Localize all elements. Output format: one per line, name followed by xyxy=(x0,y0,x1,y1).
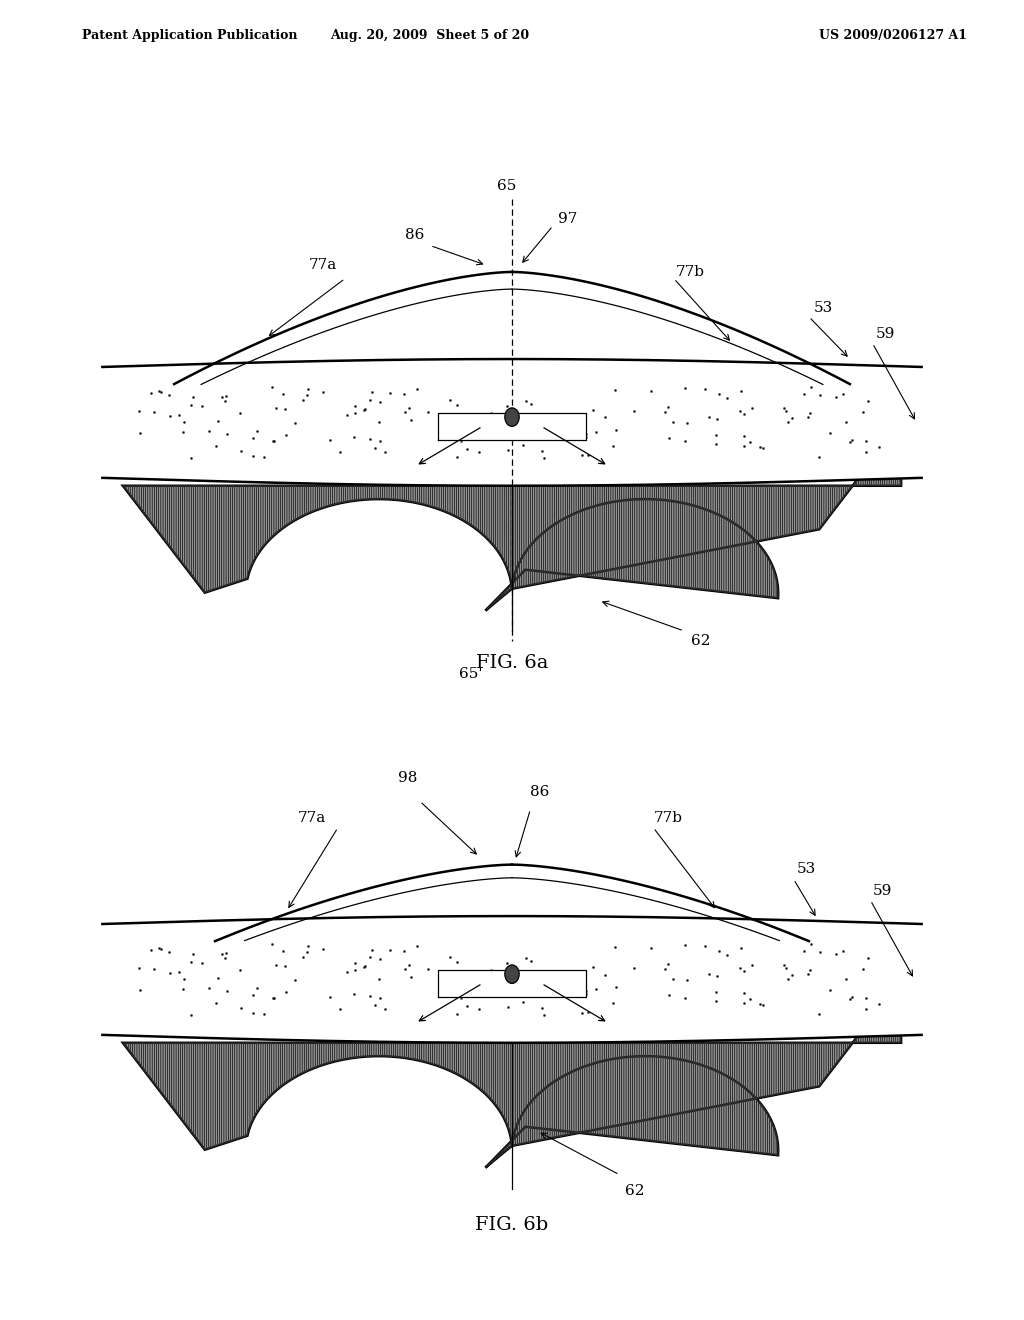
Polygon shape xyxy=(123,422,901,611)
Text: FIG. 6b: FIG. 6b xyxy=(475,1216,549,1234)
Text: 86: 86 xyxy=(530,784,550,799)
Text: 98: 98 xyxy=(398,771,417,785)
Polygon shape xyxy=(102,359,922,486)
Text: US 2009/0206127 A1: US 2009/0206127 A1 xyxy=(819,29,968,42)
Polygon shape xyxy=(102,916,922,1043)
Text: Aug. 20, 2009  Sheet 5 of 20: Aug. 20, 2009 Sheet 5 of 20 xyxy=(331,29,529,42)
Text: FIG. 6a: FIG. 6a xyxy=(476,653,548,672)
Text: 77b: 77b xyxy=(653,812,682,825)
Text: 59: 59 xyxy=(872,884,892,898)
Circle shape xyxy=(505,965,519,983)
Text: 77a: 77a xyxy=(308,259,337,272)
Text: Patent Application Publication: Patent Application Publication xyxy=(82,29,297,42)
Text: 65: 65 xyxy=(498,178,516,193)
Text: 77a: 77a xyxy=(298,812,327,825)
Polygon shape xyxy=(438,413,586,440)
Polygon shape xyxy=(438,970,586,997)
Text: 62: 62 xyxy=(625,1184,644,1199)
Text: 53: 53 xyxy=(814,301,834,314)
Text: 53: 53 xyxy=(797,862,816,875)
Text: 97: 97 xyxy=(558,213,578,226)
Circle shape xyxy=(505,408,519,426)
Polygon shape xyxy=(123,979,901,1168)
Text: 62: 62 xyxy=(691,634,711,648)
Text: 86: 86 xyxy=(406,228,424,242)
Text: 59: 59 xyxy=(876,327,895,341)
Text: 77b: 77b xyxy=(676,265,705,279)
Text: 65': 65' xyxy=(460,667,482,681)
